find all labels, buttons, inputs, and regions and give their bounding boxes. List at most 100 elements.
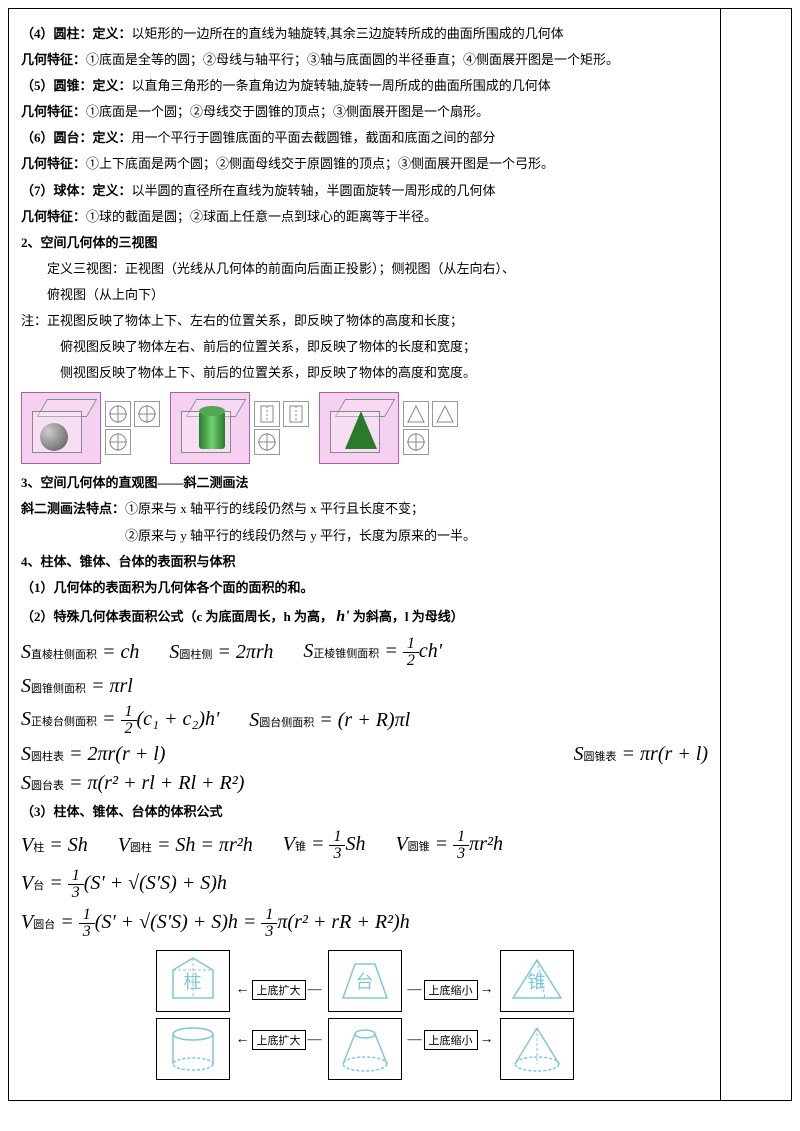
cylinder-box xyxy=(156,1018,230,1080)
sec2-line1: 定义三视图：正视图（光线从几何体的前面向后面正投影）；侧视图（从左向右）、 xyxy=(21,258,708,280)
def-4f-title: 几何特征： xyxy=(21,52,86,67)
v4-num: 1 xyxy=(453,829,469,846)
def-6-feat: 几何特征：①上下底面是两个圆；②侧面母线交于原圆锥的顶点；③侧面展开图是一个弓形… xyxy=(21,153,708,175)
def-7-text: 以半圆的直径所在直线为旋转轴，半圆面旋转一周形成的几何体 xyxy=(132,183,496,198)
v5-den: 3 xyxy=(68,885,84,901)
prism-box: 柱 xyxy=(156,950,230,1012)
f1-eq: = ch xyxy=(102,641,139,663)
sec4-sub1: （1）几何体的表面积为几何体各个面的面积的和。 xyxy=(21,577,708,599)
shrink-label: 上底缩小 xyxy=(424,1030,478,1050)
v5-pre: = xyxy=(49,872,63,894)
side-column xyxy=(721,9,791,1100)
f6-sub: 圆台侧面积 xyxy=(259,717,314,729)
sec4-sub2-pre: （2）特殊几何体表面积公式（c 为底面周长，h 为高， xyxy=(21,609,333,624)
cone-column: 锥 xyxy=(500,950,574,1080)
def-7-feat: 几何特征：①球的截面是圆；②球面上任意一点到球心的距离等于半径。 xyxy=(21,206,708,228)
cone-shape-icon xyxy=(507,1022,567,1076)
f3-post: ch' xyxy=(419,640,442,662)
sec4-title: 4、柱体、锥体、台体的表面积与体积 xyxy=(21,551,708,573)
volume-row-2: V台 = 13(S' + √(S'S) + S)h xyxy=(21,868,708,901)
sec2-title: 2、空间几何体的三视图 xyxy=(21,232,708,254)
proj-circle-icon xyxy=(105,429,131,455)
expand-label: 上底扩大 xyxy=(252,980,306,1000)
cone-icon xyxy=(345,411,377,449)
f5-pre: = xyxy=(102,708,116,730)
sec2-note2: 俯视图反映了物体左右、前后的位置关系，即反映了物体的长度和宽度； xyxy=(21,336,708,358)
cylinder-projections xyxy=(254,401,309,455)
sec2-note3: 侧视图反映了物体上下、前后的位置关系，即反映了物体的高度和宽度。 xyxy=(21,362,708,384)
formula-row-4: S圆柱表 = 2πr(r + l) S圆锥表 = πr(r + l) xyxy=(21,743,708,766)
f3-den: 2 xyxy=(403,653,419,669)
v1-sub: 柱 xyxy=(33,842,44,854)
f4-sub: 圆锥侧面积 xyxy=(31,683,86,695)
f8-eq: = πr(r + l) xyxy=(622,743,708,765)
f5-den: 2 xyxy=(121,721,137,737)
sec3-title: 3、空间几何体的直观图——斜二测画法 xyxy=(21,472,708,494)
proj-circle-icon xyxy=(254,429,280,455)
v3-sub: 锥 xyxy=(295,841,306,853)
sec3-feat: 斜二测画法特点：①原来与 x 轴平行的线段仍然与 x 平行且长度不变； xyxy=(21,498,708,520)
f5-num: 1 xyxy=(121,704,137,721)
f7-sub: 圆柱表 xyxy=(31,751,64,763)
def-6: （6）圆台：定义：用一个平行于圆锥底面的平面去截圆锥，截面和底面之间的部分 xyxy=(21,127,708,149)
f3-pre: = xyxy=(384,640,398,662)
arrow-right-icon: → xyxy=(480,1032,494,1048)
prism-label: 柱 xyxy=(184,968,202,994)
def-7-title: （7）球体：定义： xyxy=(21,183,132,198)
v5-num: 1 xyxy=(68,868,84,885)
v6-num1: 1 xyxy=(79,907,95,924)
f9-sub: 圆台表 xyxy=(31,780,64,792)
prism-column: 柱 xyxy=(156,950,230,1080)
arrow-left-icon: ← xyxy=(236,1032,250,1048)
f1-S: S xyxy=(21,641,31,663)
f5-sub: 正棱台侧面积 xyxy=(31,716,97,728)
cone-projections xyxy=(403,401,458,455)
sec3-feat1: ①原来与 x 轴平行的线段仍然与 x 平行且长度不变； xyxy=(125,501,424,516)
h-prime: h' xyxy=(336,608,349,625)
f6-S: S xyxy=(249,709,259,731)
def-4-text: 以矩形的一边所在的直线为轴旋转,其余三边旋转所成的曲面所围成的几何体 xyxy=(132,26,564,41)
f5-post: (c₁ + c₂)h' xyxy=(137,708,220,730)
sphere-view xyxy=(21,392,160,464)
f5-S: S xyxy=(21,708,31,730)
proj-triangle-icon xyxy=(403,401,429,427)
cone-frustum-box xyxy=(328,1018,402,1080)
def-5-text: 以直角三角形的一条直角边为旋转轴,旋转一周所成的曲面所围成的几何体 xyxy=(132,78,551,93)
cylinder-cube xyxy=(170,392,250,464)
frustum-label: 台 xyxy=(356,968,374,994)
f8-S: S xyxy=(574,743,584,765)
formula-row-3: S正棱台侧面积 = 12(c₁ + c₂)h' S圆台侧面积 = (r + R)… xyxy=(21,704,708,737)
def-5-title: （5）圆锥：定义： xyxy=(21,78,132,93)
def-6-text: 用一个平行于圆锥底面的平面去截圆锥，截面和底面之间的部分 xyxy=(132,130,496,145)
v5-sub: 台 xyxy=(33,880,44,892)
def-7f-title: 几何特征： xyxy=(21,209,86,224)
f2-sub: 圆柱侧 xyxy=(179,649,212,661)
arrow-right-icon: → xyxy=(480,982,494,998)
arrow-col-1: ←上底扩大— ←上底扩大— xyxy=(236,980,322,1050)
cone-label: 锥 xyxy=(528,968,546,994)
formula-row-5: S圆台表 = π(r² + rl + Rl + R²) xyxy=(21,772,708,795)
def-4-title: （4）圆柱：定义： xyxy=(21,26,132,41)
v6-sub: 圆台 xyxy=(33,919,55,931)
sec4-sub2: （2）特殊几何体表面积公式（c 为底面周长，h 为高， h' 为斜高，l 为母线… xyxy=(21,603,708,630)
def-5-feat: 几何特征：①底面是一个圆；②母线交于圆锥的顶点；③侧面展开图是一个扇形。 xyxy=(21,101,708,123)
sec2-note: 注：正视图反映了物体上下、左右的位置关系，即反映了物体的高度和长度； xyxy=(21,310,708,332)
f9-eq: = π(r² + rl + Rl + R²) xyxy=(69,772,244,794)
cone-frustum-shape-icon xyxy=(335,1022,395,1076)
pyramid-box: 锥 xyxy=(500,950,574,1012)
cone-box xyxy=(500,1018,574,1080)
v3-V: V xyxy=(283,833,295,855)
expand-label: 上底扩大 xyxy=(252,1030,306,1050)
cone-cube xyxy=(319,392,399,464)
v4-V: V xyxy=(395,833,407,855)
sphere-projections xyxy=(105,401,160,455)
f3-sub: 正棱锥侧面积 xyxy=(313,648,379,660)
cone-view xyxy=(319,392,458,464)
page: （4）圆柱：定义：以矩形的一边所在的直线为轴旋转,其余三边旋转所成的曲面所围成的… xyxy=(8,8,792,1101)
v2-eq: = Sh = πr²h xyxy=(157,834,253,856)
v4-post: πr²h xyxy=(469,833,503,855)
frustum-box: 台 xyxy=(328,950,402,1012)
v6-num2: 1 xyxy=(261,907,277,924)
arrow-col-2: —上底缩小→ —上底缩小→ xyxy=(408,980,494,1050)
formula-row-2: S圆锥侧面积 = πrl xyxy=(21,675,708,698)
